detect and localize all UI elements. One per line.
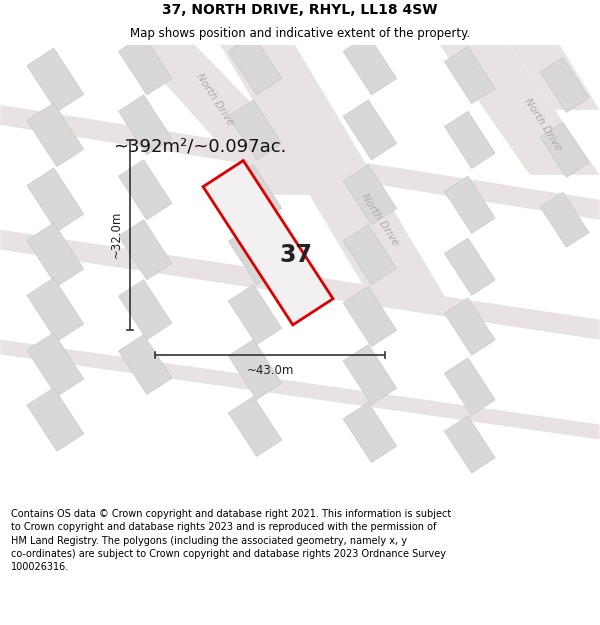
Polygon shape <box>119 280 172 339</box>
Polygon shape <box>220 45 450 304</box>
Polygon shape <box>119 35 172 95</box>
Polygon shape <box>510 45 599 110</box>
Polygon shape <box>27 278 83 341</box>
Polygon shape <box>130 45 310 145</box>
Text: North Drive: North Drive <box>522 97 563 152</box>
Polygon shape <box>203 161 333 325</box>
Text: ~43.0m: ~43.0m <box>247 364 294 377</box>
Text: North Drive: North Drive <box>359 192 400 248</box>
Text: North Drive: North Drive <box>194 72 236 127</box>
Polygon shape <box>343 100 397 160</box>
Text: Contains OS data © Crown copyright and database right 2021. This information is : Contains OS data © Crown copyright and d… <box>11 509 451 572</box>
Polygon shape <box>445 358 495 415</box>
Polygon shape <box>540 122 589 177</box>
Polygon shape <box>1 105 599 220</box>
Polygon shape <box>343 344 397 404</box>
Polygon shape <box>229 165 282 225</box>
Polygon shape <box>445 176 495 233</box>
Polygon shape <box>440 45 599 175</box>
Polygon shape <box>343 287 397 347</box>
Polygon shape <box>229 396 282 456</box>
Text: 37: 37 <box>280 242 313 267</box>
Polygon shape <box>119 95 172 155</box>
Polygon shape <box>27 223 83 286</box>
Polygon shape <box>119 160 172 220</box>
Polygon shape <box>445 298 495 355</box>
Polygon shape <box>119 220 172 279</box>
Polygon shape <box>229 100 282 160</box>
Polygon shape <box>343 165 397 225</box>
Polygon shape <box>343 402 397 462</box>
Polygon shape <box>445 111 495 168</box>
Polygon shape <box>27 168 83 231</box>
Polygon shape <box>229 285 282 344</box>
Polygon shape <box>119 334 172 394</box>
Polygon shape <box>343 225 397 284</box>
Polygon shape <box>27 103 83 167</box>
Polygon shape <box>229 339 282 399</box>
Text: Map shows position and indicative extent of the property.: Map shows position and indicative extent… <box>130 28 470 40</box>
Polygon shape <box>229 35 282 95</box>
Polygon shape <box>1 339 599 439</box>
Text: 37, NORTH DRIVE, RHYL, LL18 4SW: 37, NORTH DRIVE, RHYL, LL18 4SW <box>162 3 438 17</box>
Polygon shape <box>540 58 589 112</box>
Polygon shape <box>27 48 83 112</box>
Polygon shape <box>445 46 495 104</box>
Polygon shape <box>27 388 83 451</box>
Polygon shape <box>445 238 495 295</box>
Text: ~32.0m: ~32.0m <box>110 211 123 258</box>
Polygon shape <box>445 416 495 473</box>
Polygon shape <box>343 35 397 95</box>
Polygon shape <box>27 333 83 396</box>
Text: ~392m²/~0.097ac.: ~392m²/~0.097ac. <box>113 138 287 156</box>
Polygon shape <box>1 230 599 339</box>
Polygon shape <box>229 225 282 284</box>
Polygon shape <box>540 192 589 248</box>
Polygon shape <box>130 45 340 195</box>
